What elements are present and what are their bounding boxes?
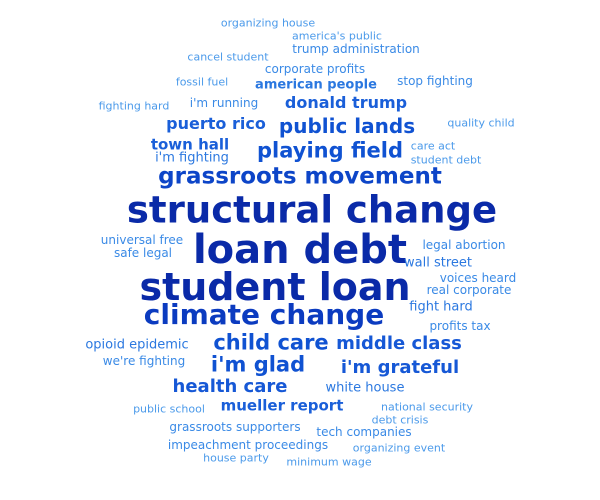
word-profits-tax: profits tax	[429, 319, 491, 333]
word-tech-companies: tech companies	[316, 425, 412, 439]
word-organizing-event: organizing event	[352, 441, 446, 455]
word-trump-administration: trump administration	[292, 42, 420, 56]
word-universal-free: universal free	[100, 233, 184, 247]
word-impeachment-proceedings: impeachment proceedings	[167, 438, 329, 452]
word-debt-crisis: debt crisis	[371, 413, 429, 427]
word-minimum-wage: minimum wage	[286, 455, 372, 469]
word-loan-debt: loan debt	[192, 227, 408, 273]
word-public-school: public school	[133, 402, 205, 416]
word-playing-field: playing field	[257, 138, 403, 163]
word-grassroots-movement: grassroots movement	[158, 163, 442, 190]
word-real-corporate: real corporate	[426, 283, 512, 297]
word-national-security: national security	[381, 400, 473, 414]
word-stop-fighting: stop fighting	[397, 74, 473, 88]
word-organizing-house: organizing house	[220, 16, 316, 30]
word-structural-change: structural change	[126, 188, 498, 232]
word-corporate-profits: corporate profits	[264, 62, 366, 76]
word-care-act: care act	[410, 139, 456, 153]
word-voices-heard: voices heard	[439, 271, 517, 285]
word-safe-legal: safe legal	[113, 246, 173, 260]
word-im-grateful: i'm grateful	[340, 357, 460, 378]
word-grassroots-supporters: grassroots supporters	[169, 420, 301, 434]
word-were-fighting: we're fighting	[102, 354, 186, 368]
word-middle-class: middle class	[336, 333, 462, 354]
word-town-hall: town hall	[150, 135, 230, 154]
word-quality-child: quality child	[447, 116, 515, 130]
word-mueller-report: mueller report	[220, 396, 344, 415]
word-child-care: child care	[213, 330, 329, 355]
word-im-running: i'm running	[189, 96, 259, 110]
word-white-house: white house	[325, 380, 405, 396]
word-health-care: health care	[172, 376, 288, 397]
word-climate-change: climate change	[143, 298, 385, 331]
word-wall-street: wall street	[404, 255, 472, 271]
word-puerto-rico: puerto rico	[166, 114, 266, 133]
word-fighting-hard: fighting hard	[98, 99, 170, 113]
word-legal-abortion: legal abortion	[422, 238, 506, 252]
word-student-debt: student debt	[410, 153, 482, 167]
word-donald-trump: donald trump	[284, 93, 408, 112]
word-fossil-fuel: fossil fuel	[175, 75, 229, 89]
word-house-party: house party	[203, 451, 269, 465]
word-im-fighting: i'm fighting	[155, 150, 229, 166]
word-im-glad: i'm glad	[210, 352, 306, 377]
word-student-loan: student loan	[139, 265, 411, 309]
word-cancel-student: cancel student	[187, 50, 269, 64]
word-public-lands: public lands	[278, 114, 416, 138]
word-fight-hard: fight hard	[409, 299, 473, 315]
word-americas-public: america's public	[292, 29, 382, 43]
word-opioid-epidemic: opioid epidemic	[85, 337, 189, 353]
word-american-people: american people	[255, 77, 377, 93]
